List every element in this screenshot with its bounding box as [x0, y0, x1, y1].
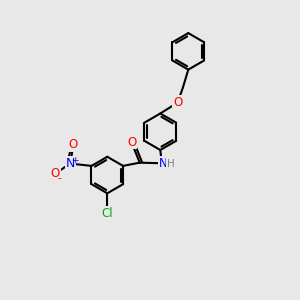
- Text: O: O: [173, 96, 182, 109]
- Text: H: H: [167, 159, 175, 169]
- Text: -: -: [58, 173, 61, 183]
- Text: Cl: Cl: [101, 206, 113, 220]
- Text: N: N: [159, 157, 168, 170]
- Text: N: N: [66, 157, 75, 170]
- Text: O: O: [127, 136, 136, 148]
- Text: +: +: [71, 155, 78, 164]
- Text: O: O: [68, 138, 77, 151]
- Text: O: O: [50, 167, 60, 180]
